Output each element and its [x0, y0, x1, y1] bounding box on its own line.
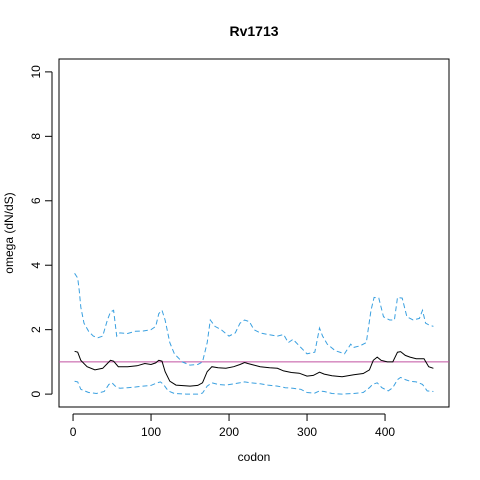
y-tick-label: 2 [29, 326, 43, 333]
y-axis-label: omega (dN/dS) [2, 192, 16, 273]
y-tick-label: 8 [29, 133, 43, 140]
x-tick-label: 0 [70, 425, 77, 439]
series-line-upper-bound [74, 273, 434, 366]
y-tick-label: 10 [29, 65, 43, 79]
series-line-estimate [74, 350, 434, 387]
y-tick-label: 6 [29, 197, 43, 204]
x-tick-label: 300 [297, 425, 317, 439]
y-axis: 0 2 4 6 8 10 [29, 65, 53, 397]
series-line-lower-bound [74, 376, 434, 395]
x-tick-label: 200 [219, 425, 239, 439]
x-axis-label: codon [238, 450, 271, 464]
plot-frame [58, 58, 450, 408]
x-axis: 0 100 200 300 400 [70, 413, 395, 439]
chart-title: Rv1713 [229, 23, 278, 39]
x-tick-label: 400 [375, 425, 395, 439]
x-tick-label: 100 [141, 425, 161, 439]
y-tick-label: 0 [29, 390, 43, 397]
y-tick-label: 4 [29, 262, 43, 269]
plot-area [59, 273, 449, 395]
